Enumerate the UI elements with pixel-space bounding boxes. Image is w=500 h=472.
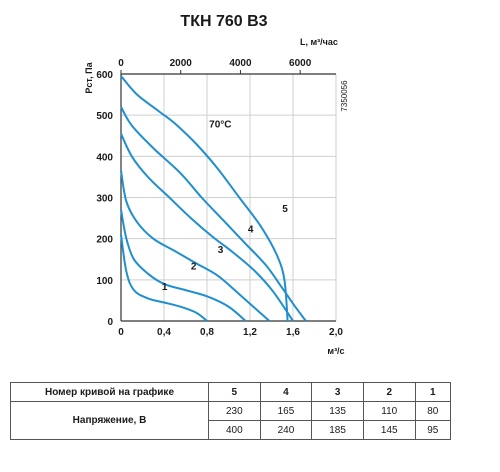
- y-tick-label: 0: [107, 317, 113, 328]
- table-header-label: Номер кривой на графике: [10, 382, 209, 402]
- table-cell: 230: [208, 401, 261, 421]
- curve-label-3: 3: [218, 245, 224, 256]
- chart-curves: [120, 75, 307, 322]
- y-tick-label: 600: [96, 70, 113, 81]
- x-axis-label: м³/с: [327, 346, 344, 356]
- x-tick-label: 0,4: [157, 327, 171, 338]
- chart-curve-labels: 1 2 3 4 5 70°C: [162, 120, 288, 294]
- x-tick-label: 1,6: [286, 327, 300, 338]
- x-tick-label: 2,0: [329, 327, 343, 338]
- curve-number-4: 4: [259, 382, 313, 402]
- temperature-annotation: 70°C: [209, 120, 231, 131]
- y-tick-label: 100: [96, 276, 113, 287]
- x2-tick-label: 6000: [289, 58, 312, 69]
- table-cell: 80: [414, 401, 452, 421]
- x2-axis-label: L, м³/час: [300, 37, 338, 47]
- y-tick-label: 400: [96, 152, 113, 163]
- product-code: 7350056: [340, 80, 349, 112]
- table-cell: 135: [311, 401, 364, 421]
- curve-5-line: [120, 106, 307, 322]
- curve-4-line: [120, 133, 294, 322]
- table-row: Напряжение, В 230 165 135 110 80: [10, 401, 452, 440]
- x2-tick-label: 0: [118, 58, 124, 69]
- curve-number-2: 2: [362, 382, 416, 402]
- x-tick-label: 0: [118, 327, 124, 338]
- curve-number-3: 3: [311, 382, 364, 402]
- table-cell: 95: [414, 420, 452, 440]
- x-tick-label: 1,2: [243, 327, 257, 338]
- table-cell: 165: [259, 401, 313, 421]
- voltage-row-label: Напряжение, В: [10, 401, 209, 440]
- table-cell: 185: [311, 420, 364, 440]
- curve-label-1: 1: [162, 282, 168, 293]
- table-cell: 400: [208, 420, 261, 440]
- curve-number-5: 5: [208, 382, 261, 402]
- x-tick-label: 0,8: [200, 327, 214, 338]
- curve-1-line: [120, 234, 208, 322]
- x2-tick-label: 4000: [229, 58, 252, 69]
- fan-curve-chart: ТКН 760 В3 7350056 L, м³/час Рст, Па м³/…: [84, 13, 349, 356]
- curve-2-line: [120, 209, 247, 322]
- curve-label-4: 4: [248, 224, 254, 235]
- table-cell: 240: [259, 420, 313, 440]
- voltage-table: Номер кривой на графике 5 4 3 2 1 Напряж…: [10, 382, 452, 440]
- table-cell: 145: [362, 420, 416, 440]
- y-tick-label: 300: [96, 194, 113, 205]
- table-row: 400 240 185 145 95: [11, 420, 452, 440]
- y-tick-label: 200: [96, 235, 113, 246]
- table-header-row: Номер кривой на графике 5 4 3 2 1: [10, 382, 452, 402]
- curve-number-1: 1: [414, 382, 452, 402]
- chart-title: ТКН 760 В3: [180, 13, 267, 30]
- y-axis-label: Рст, Па: [84, 61, 94, 93]
- curve-70c-line: [120, 75, 289, 322]
- curve-label-5: 5: [282, 204, 288, 215]
- table-cell: 110: [362, 401, 416, 421]
- curve-label-2: 2: [191, 262, 197, 273]
- curve-3-line: [120, 170, 271, 322]
- x2-tick-label: 2000: [170, 58, 193, 69]
- y-tick-label: 500: [96, 111, 113, 122]
